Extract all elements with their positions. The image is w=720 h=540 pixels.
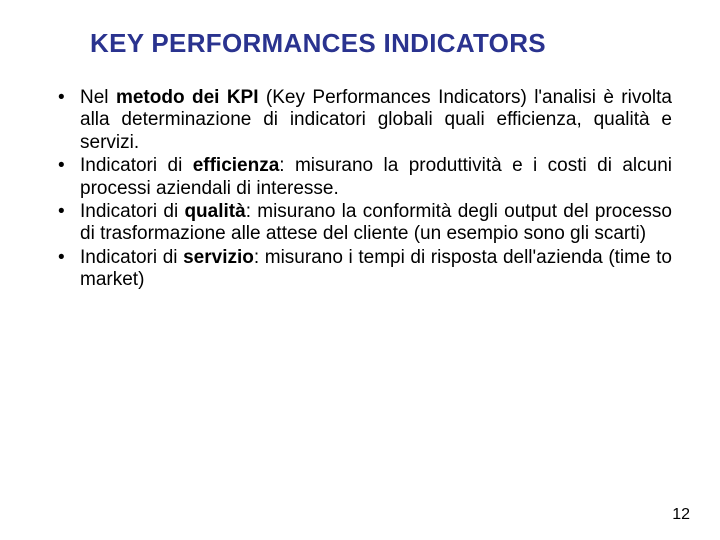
bullet-text-bold: metodo dei KPI [116, 87, 259, 108]
bullet-text-pre: Indicatori di [80, 201, 184, 222]
slide-title: KEY PERFORMANCES INDICATORS [90, 28, 672, 59]
bullet-text-bold: efficienza [193, 155, 280, 176]
page-number: 12 [672, 506, 690, 524]
bullet-text-bold: qualità [184, 201, 245, 222]
bullet-text-pre: Indicatori di [80, 155, 193, 176]
list-item: Indicatori di servizio: misurano i tempi… [48, 247, 672, 292]
list-item: Indicatori di efficienza: misurano la pr… [48, 155, 672, 200]
list-item: Indicatori di qualità: misurano la confo… [48, 201, 672, 246]
bullet-text-bold: servizio [183, 247, 254, 268]
list-item: Nel metodo dei KPI (Key Performances Ind… [48, 87, 672, 154]
bullet-text-pre: Nel [80, 87, 116, 108]
bullet-list: Nel metodo dei KPI (Key Performances Ind… [48, 87, 672, 292]
bullet-text-pre: Indicatori di [80, 247, 183, 268]
slide-container: KEY PERFORMANCES INDICATORS Nel metodo d… [0, 0, 720, 540]
